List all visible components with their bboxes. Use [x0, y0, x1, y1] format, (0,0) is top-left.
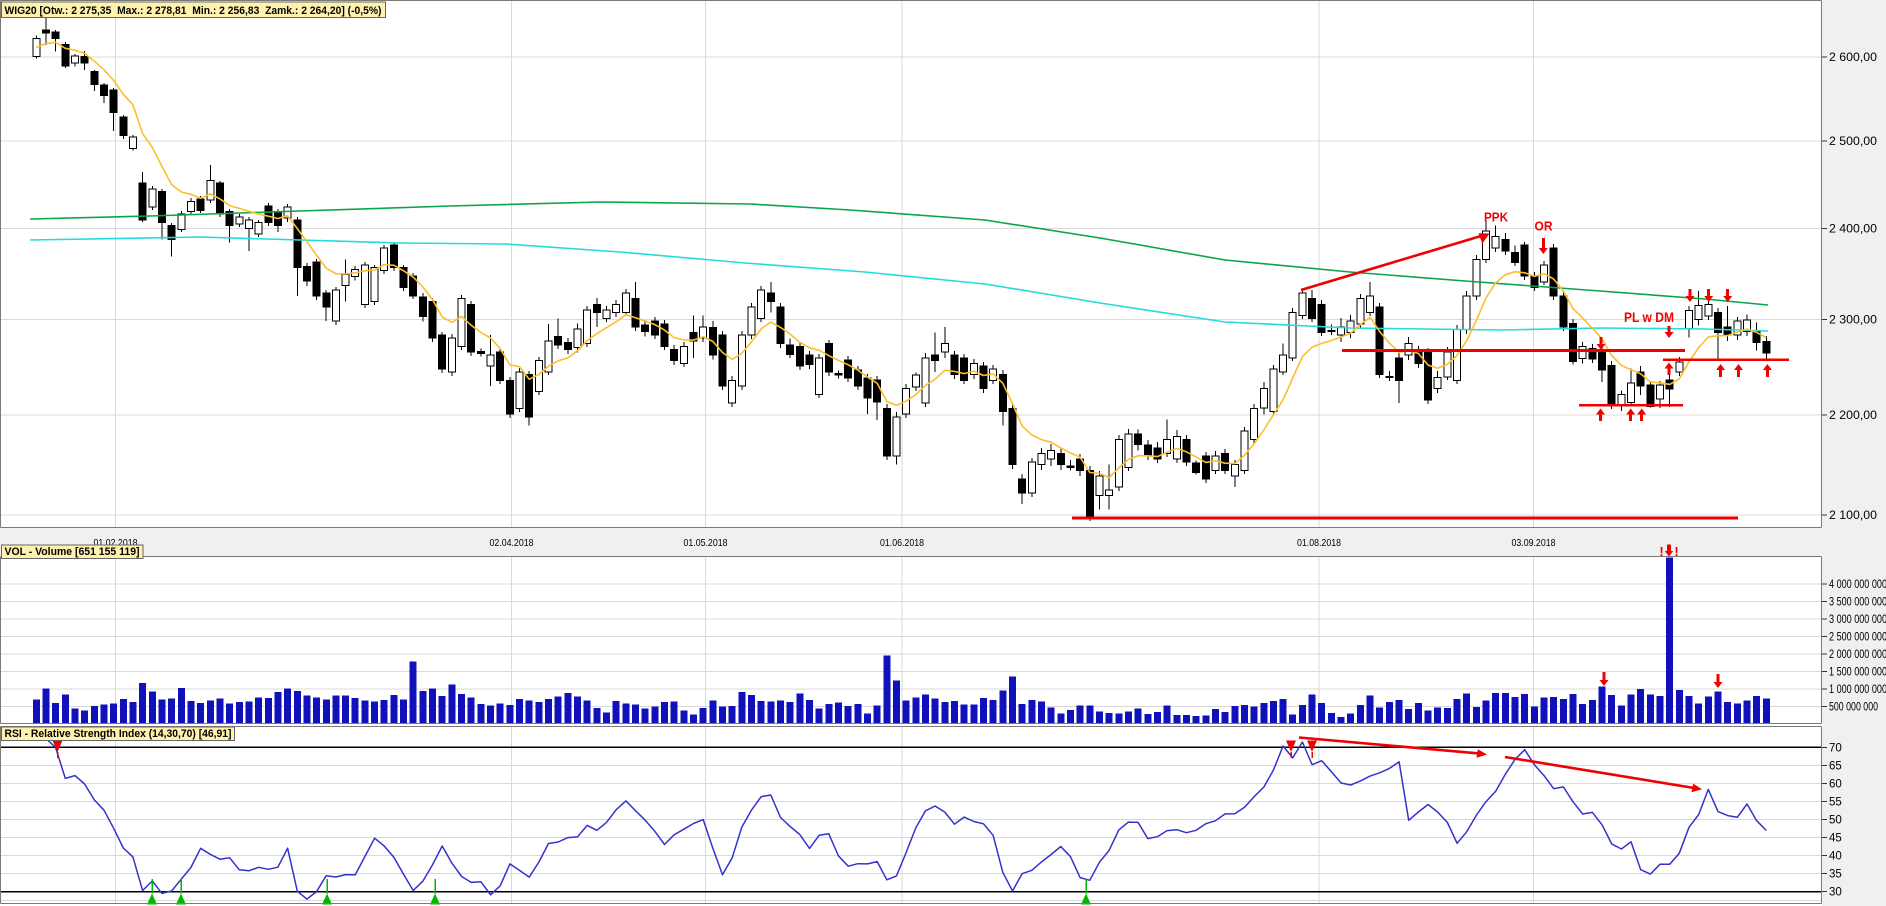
svg-text:55: 55 [1829, 797, 1842, 809]
svg-text:PPK: PPK [1484, 210, 1509, 225]
svg-text:4 000 000 000: 4 000 000 000 [1829, 579, 1886, 591]
svg-text:2 600,00: 2 600,00 [1829, 52, 1877, 64]
svg-text:VOL - Volume [651 155 119]: VOL - Volume [651 155 119] [5, 546, 140, 558]
svg-text:40: 40 [1829, 851, 1842, 863]
svg-text:1 500 000 000: 1 500 000 000 [1829, 666, 1886, 678]
svg-text:2 400,00: 2 400,00 [1829, 223, 1877, 235]
svg-text:OR: OR [1535, 219, 1554, 234]
svg-text:01.06.2018: 01.06.2018 [880, 537, 924, 549]
svg-text:45: 45 [1829, 833, 1842, 845]
svg-text:70: 70 [1829, 742, 1842, 754]
svg-text:2 100,00: 2 100,00 [1829, 510, 1877, 522]
svg-text:!: ! [1659, 544, 1663, 559]
svg-text:30: 30 [1829, 887, 1842, 899]
svg-text:RSI - Relative Strength Index: RSI - Relative Strength Index (14,30,70)… [5, 728, 232, 740]
svg-text:01.08.2018: 01.08.2018 [1297, 537, 1341, 549]
svg-text:WIG20 [Otw.: 2 275,35 Max.: 2: WIG20 [Otw.: 2 275,35 Max.: 2 278,81 Min… [5, 5, 382, 17]
svg-text:60: 60 [1829, 779, 1842, 791]
svg-text:3 000 000 000: 3 000 000 000 [1829, 614, 1886, 626]
svg-text:50: 50 [1829, 815, 1842, 827]
svg-text:500 000 000: 500 000 000 [1829, 702, 1878, 714]
svg-text:3 500 000 000: 3 500 000 000 [1829, 596, 1886, 608]
svg-text:!: ! [1674, 544, 1678, 559]
svg-text:01.05.2018: 01.05.2018 [684, 537, 728, 549]
svg-text:2 200,00: 2 200,00 [1829, 410, 1877, 422]
svg-text:2 300,00: 2 300,00 [1829, 315, 1877, 327]
svg-text:1 000 000 000: 1 000 000 000 [1829, 684, 1886, 696]
svg-text:PL w DM: PL w DM [1624, 310, 1674, 325]
svg-text:2 000 000 000: 2 000 000 000 [1829, 649, 1886, 661]
svg-text:03.09.2018: 03.09.2018 [1512, 537, 1556, 549]
svg-text:2 500,00: 2 500,00 [1829, 136, 1877, 148]
svg-text:2 500 000 000: 2 500 000 000 [1829, 631, 1886, 643]
svg-text:02.04.2018: 02.04.2018 [490, 537, 534, 549]
svg-text:35: 35 [1829, 869, 1842, 881]
svg-text:65: 65 [1829, 760, 1842, 772]
